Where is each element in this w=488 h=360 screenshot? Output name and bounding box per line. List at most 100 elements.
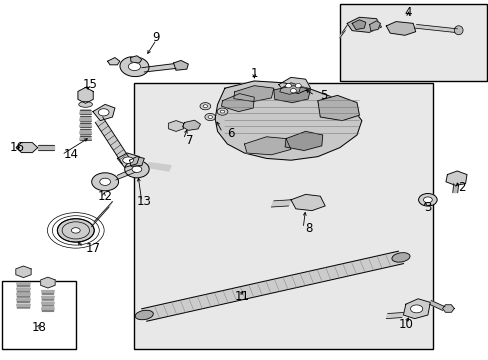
Polygon shape [80,116,91,121]
Text: 14: 14 [63,148,79,161]
Polygon shape [273,86,310,103]
Polygon shape [16,143,38,153]
Ellipse shape [100,178,110,185]
Polygon shape [290,194,325,211]
Polygon shape [41,296,54,300]
Polygon shape [107,58,120,65]
Text: 12: 12 [98,190,112,203]
Polygon shape [91,202,112,227]
Polygon shape [369,21,380,31]
Polygon shape [386,312,403,319]
Polygon shape [386,22,415,35]
Polygon shape [38,145,54,150]
Polygon shape [93,104,115,121]
Polygon shape [129,157,144,166]
Polygon shape [346,17,381,32]
Text: 6: 6 [227,127,234,140]
Ellipse shape [200,103,210,110]
Polygon shape [16,266,31,278]
Polygon shape [233,86,273,102]
Polygon shape [17,283,30,286]
Polygon shape [116,166,139,180]
Ellipse shape [217,108,227,115]
Ellipse shape [220,110,224,113]
Polygon shape [41,308,54,311]
Text: 15: 15 [83,78,98,91]
Polygon shape [17,299,30,302]
Text: 9: 9 [152,31,160,44]
Polygon shape [41,291,54,294]
Polygon shape [142,251,403,321]
Polygon shape [80,136,91,140]
Polygon shape [95,117,129,164]
Ellipse shape [391,253,409,262]
Ellipse shape [124,161,149,178]
Text: 11: 11 [234,291,249,303]
Polygon shape [147,163,171,171]
Polygon shape [80,129,91,134]
Text: 2: 2 [457,181,465,194]
Polygon shape [41,302,54,306]
Polygon shape [17,293,30,297]
Polygon shape [78,87,93,103]
Ellipse shape [71,228,80,233]
Bar [134,83,432,349]
Text: 1: 1 [250,67,258,80]
Ellipse shape [132,166,142,172]
Polygon shape [285,131,322,150]
Polygon shape [244,137,290,155]
Text: 10: 10 [398,318,412,330]
Text: 4: 4 [404,6,411,19]
Ellipse shape [204,113,215,121]
Ellipse shape [120,57,149,77]
Ellipse shape [409,305,422,313]
Polygon shape [142,64,176,72]
Polygon shape [215,81,361,160]
Polygon shape [17,304,30,308]
Bar [339,4,486,81]
Text: 8: 8 [305,222,312,235]
Polygon shape [80,110,91,114]
Polygon shape [80,123,91,127]
Polygon shape [414,24,456,32]
Polygon shape [317,95,359,121]
Ellipse shape [92,173,118,191]
Ellipse shape [423,197,431,203]
Text: 5: 5 [320,89,327,102]
Polygon shape [221,94,254,112]
Polygon shape [403,299,429,319]
Polygon shape [339,25,346,38]
Text: 7: 7 [185,134,193,147]
Ellipse shape [208,116,212,118]
Polygon shape [271,200,290,207]
Polygon shape [130,56,142,63]
Circle shape [285,84,291,88]
Ellipse shape [453,26,462,35]
Text: 13: 13 [137,195,151,208]
Polygon shape [278,77,310,94]
Text: 16: 16 [10,141,24,154]
Text: 17: 17 [85,242,101,255]
Circle shape [295,84,301,88]
Polygon shape [351,20,365,30]
Text: 3: 3 [423,201,431,213]
Ellipse shape [418,194,436,206]
Ellipse shape [122,157,133,163]
Text: 18: 18 [32,321,46,334]
Ellipse shape [57,219,94,242]
Polygon shape [117,153,139,167]
Ellipse shape [203,105,207,108]
Ellipse shape [98,109,109,116]
Polygon shape [452,184,458,193]
Ellipse shape [79,102,92,107]
Polygon shape [445,171,466,185]
Bar [2,281,76,349]
Circle shape [290,89,296,93]
Polygon shape [173,60,188,70]
Polygon shape [279,83,300,94]
Polygon shape [182,120,200,130]
Polygon shape [168,121,183,131]
Polygon shape [428,301,444,310]
Polygon shape [17,288,30,292]
Ellipse shape [135,310,153,320]
